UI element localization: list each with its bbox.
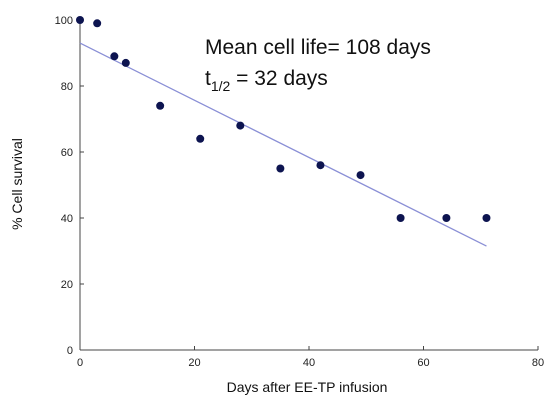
axes: 0 20 40 60 80 100 0 20 40 60 80 (55, 15, 544, 369)
y-tick-label: 60 (61, 147, 73, 159)
x-tick-label: 40 (303, 357, 315, 369)
data-point (276, 164, 285, 173)
data-point (196, 134, 205, 143)
data-point (396, 214, 405, 222)
x-tick-label: 60 (417, 357, 429, 369)
y-tick-label: 20 (61, 279, 73, 291)
data-point (356, 171, 365, 180)
x-tick-label: 20 (188, 357, 200, 369)
data-point (76, 16, 84, 24)
data-point (121, 58, 130, 67)
half-life-prefix: t (205, 67, 211, 90)
data-point (156, 101, 165, 110)
x-tick-label: 80 (532, 357, 544, 369)
data-points (76, 16, 491, 222)
mean-cell-life-annotation: Mean cell life= 108 days (205, 36, 431, 59)
trendline (79, 42, 487, 247)
data-point (442, 214, 451, 222)
half-life-suffix: = 32 days (230, 67, 327, 90)
trendline-group (79, 42, 487, 247)
y-tick-label: 80 (61, 81, 73, 93)
data-point (236, 121, 245, 130)
data-point (482, 214, 491, 222)
x-tick-label: 0 (77, 357, 83, 369)
half-life-subscript: 1/2 (211, 78, 231, 94)
y-axis-label: % Cell survival (9, 138, 25, 230)
data-point (316, 161, 325, 170)
y-tick-label: 100 (55, 15, 73, 27)
half-life-annotation: t1/2 = 32 days (205, 67, 328, 94)
y-tick-label: 40 (61, 213, 73, 225)
x-axis-label: Days after EE-TP infusion (227, 379, 388, 395)
data-point (93, 19, 102, 28)
y-tick-label: 0 (67, 345, 73, 357)
data-point (110, 52, 119, 61)
